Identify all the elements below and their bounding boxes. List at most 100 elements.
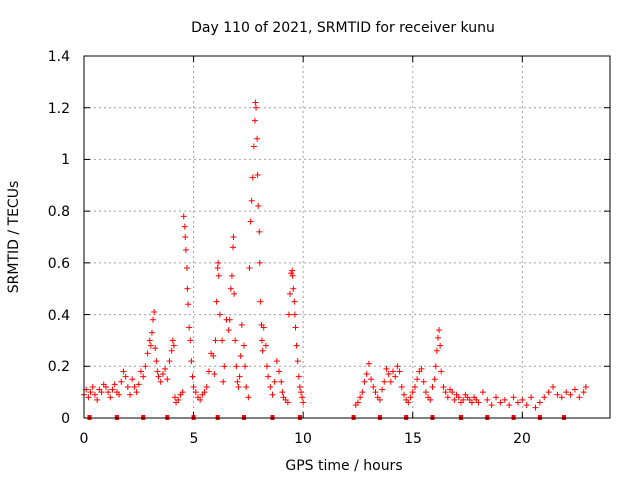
data-point bbox=[147, 342, 154, 349]
data-point bbox=[267, 383, 274, 390]
data-point bbox=[405, 399, 412, 406]
data-point bbox=[550, 383, 557, 390]
data-point bbox=[484, 396, 491, 403]
y-tick-label: 0 bbox=[61, 411, 70, 427]
data-point bbox=[242, 363, 249, 370]
data-point bbox=[247, 218, 254, 225]
data-point bbox=[390, 368, 397, 375]
data-point bbox=[554, 391, 561, 398]
data-point bbox=[236, 373, 243, 380]
data-point bbox=[434, 334, 441, 341]
data-point bbox=[133, 389, 140, 396]
data-point bbox=[455, 394, 462, 401]
data-point bbox=[433, 347, 440, 354]
data-point bbox=[190, 383, 197, 390]
data-point bbox=[398, 383, 405, 390]
data-point bbox=[232, 337, 239, 344]
data-point bbox=[460, 396, 467, 403]
data-point bbox=[523, 402, 530, 409]
data-point bbox=[248, 197, 255, 204]
data-point bbox=[166, 358, 173, 365]
data-point bbox=[289, 267, 296, 274]
data-point bbox=[385, 371, 392, 378]
y-tick-label: 0.4 bbox=[48, 308, 70, 324]
data-point bbox=[233, 363, 240, 370]
data-point bbox=[265, 373, 272, 380]
data-point bbox=[442, 389, 449, 396]
data-point bbox=[234, 378, 241, 385]
data-point bbox=[510, 394, 517, 401]
data-point bbox=[219, 337, 226, 344]
data-point bbox=[536, 399, 543, 406]
data-point bbox=[514, 399, 521, 406]
data-point bbox=[422, 389, 429, 396]
data-point bbox=[150, 316, 157, 323]
data-point bbox=[567, 391, 574, 398]
data-point bbox=[370, 383, 377, 390]
data-point bbox=[468, 399, 475, 406]
data-point bbox=[278, 378, 285, 385]
data-point bbox=[102, 383, 109, 390]
data-point bbox=[431, 376, 438, 383]
data-point bbox=[429, 383, 436, 390]
data-point bbox=[532, 404, 539, 411]
data-point bbox=[479, 389, 486, 396]
data-point bbox=[171, 394, 178, 401]
grid-lines bbox=[84, 56, 610, 418]
data-point bbox=[409, 389, 416, 396]
data-point bbox=[427, 396, 434, 403]
data-point bbox=[418, 365, 425, 372]
data-point bbox=[299, 394, 306, 401]
data-point bbox=[197, 396, 204, 403]
plot-frame bbox=[83, 55, 611, 419]
data-point bbox=[98, 389, 105, 396]
data-point bbox=[142, 363, 149, 370]
x-tick-label: 5 bbox=[190, 431, 199, 447]
data-point bbox=[580, 389, 587, 396]
data-point bbox=[240, 342, 247, 349]
data-point bbox=[215, 272, 222, 279]
data-point bbox=[295, 373, 302, 380]
data-point bbox=[228, 272, 235, 279]
data-point bbox=[227, 285, 234, 292]
data-point bbox=[89, 383, 96, 390]
data-point bbox=[192, 389, 199, 396]
data-point bbox=[168, 347, 175, 354]
data-point bbox=[438, 368, 445, 375]
data-point bbox=[189, 373, 196, 380]
y-tick-label: 0.6 bbox=[48, 256, 70, 272]
data-point bbox=[120, 368, 127, 375]
data-point bbox=[493, 394, 500, 401]
data-point bbox=[420, 378, 427, 385]
data-point bbox=[151, 308, 158, 315]
data-point bbox=[368, 376, 375, 383]
data-point bbox=[407, 394, 414, 401]
data-point bbox=[245, 394, 252, 401]
data-point bbox=[365, 360, 372, 367]
data-point bbox=[201, 389, 208, 396]
data-point bbox=[109, 386, 116, 393]
data-point bbox=[85, 394, 92, 401]
data-point bbox=[294, 358, 301, 365]
data-point bbox=[251, 117, 258, 124]
data-point bbox=[396, 368, 403, 375]
data-point bbox=[210, 352, 217, 359]
data-point bbox=[297, 389, 304, 396]
data-point bbox=[414, 376, 421, 383]
data-point bbox=[162, 365, 169, 372]
data-point bbox=[181, 223, 188, 230]
data-point bbox=[361, 378, 368, 385]
data-point bbox=[246, 265, 253, 272]
data-point bbox=[237, 352, 244, 359]
x-tick-label: 15 bbox=[404, 431, 422, 447]
data-point bbox=[528, 394, 535, 401]
data-point bbox=[506, 402, 513, 409]
data-point bbox=[135, 381, 142, 388]
data-point bbox=[230, 244, 237, 251]
data-point bbox=[271, 378, 278, 385]
data-point bbox=[256, 228, 263, 235]
data-point bbox=[287, 290, 294, 297]
data-point bbox=[152, 345, 159, 352]
x-tick-label: 20 bbox=[513, 431, 531, 447]
